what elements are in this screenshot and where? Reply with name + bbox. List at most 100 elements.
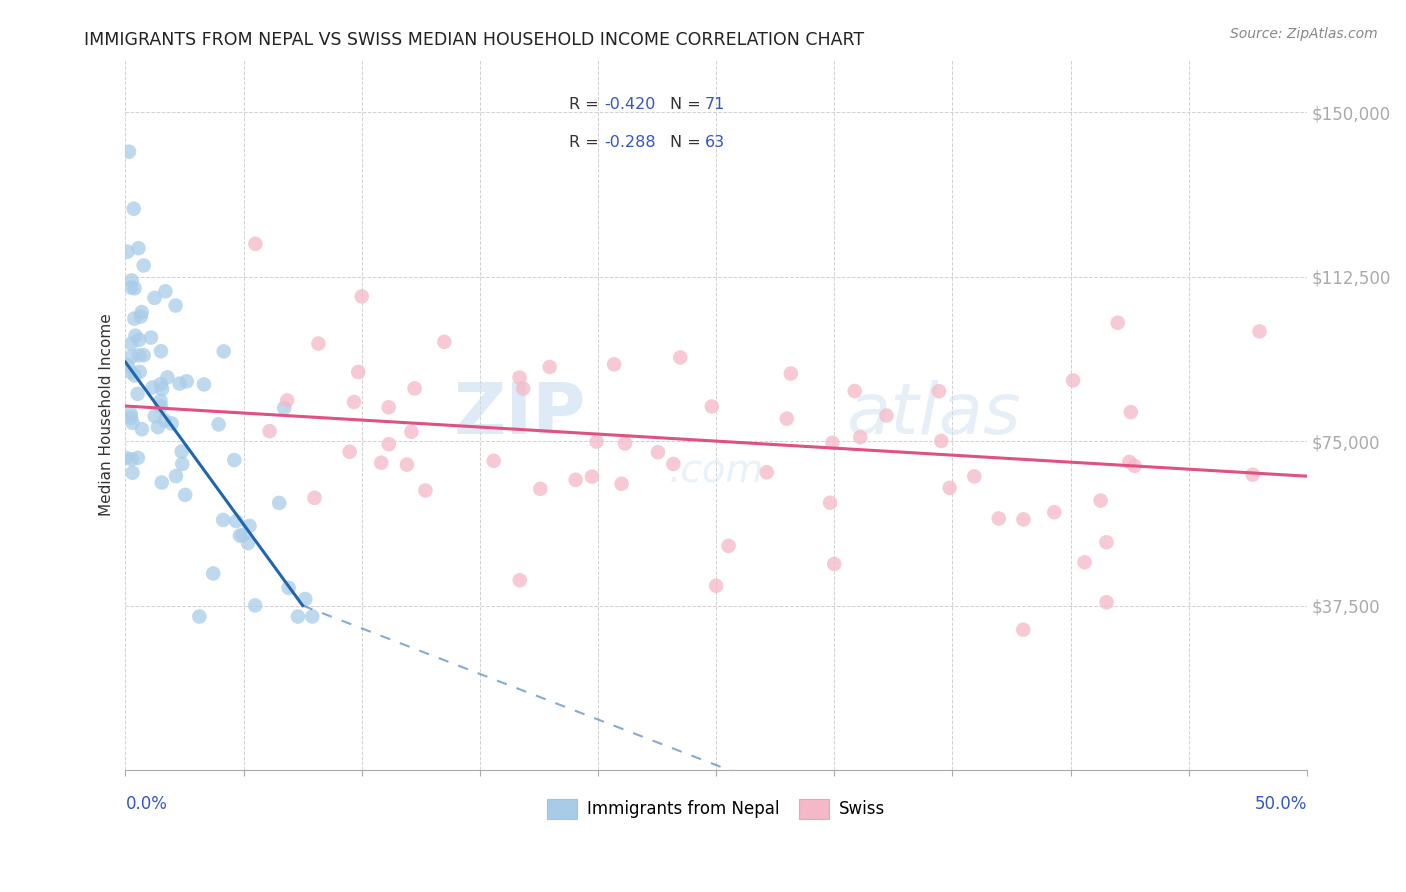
- Point: [415, 483, 437, 498]
- Point: [174, 488, 197, 502]
- Point: [121, 466, 143, 480]
- Point: [304, 491, 326, 505]
- Point: [287, 609, 309, 624]
- Point: [818, 496, 841, 510]
- Point: [610, 476, 633, 491]
- Point: [1118, 455, 1140, 469]
- Point: [212, 344, 235, 359]
- Point: [1090, 493, 1112, 508]
- Text: -0.420: -0.420: [605, 96, 657, 112]
- Point: [928, 384, 950, 399]
- Point: [238, 519, 260, 533]
- Point: [124, 281, 146, 295]
- Point: [1043, 505, 1066, 519]
- Point: [1062, 373, 1084, 387]
- Legend: Immigrants from Nepal, Swiss: Immigrants from Nepal, Swiss: [540, 792, 893, 826]
- Point: [120, 365, 142, 379]
- Point: [156, 370, 179, 384]
- Point: [1073, 555, 1095, 569]
- Point: [124, 368, 146, 383]
- Point: [245, 236, 267, 251]
- Point: [301, 609, 323, 624]
- Point: [273, 401, 295, 415]
- Point: [127, 241, 149, 255]
- Point: [128, 365, 150, 379]
- Point: [117, 358, 139, 372]
- Point: [700, 400, 723, 414]
- Point: [207, 417, 229, 432]
- Point: [823, 557, 845, 571]
- Point: [603, 357, 626, 371]
- Point: [401, 425, 423, 439]
- Point: [931, 434, 953, 448]
- Point: [614, 436, 637, 450]
- Text: N =: N =: [671, 135, 706, 150]
- Point: [131, 422, 153, 436]
- Point: [121, 350, 143, 364]
- Point: [149, 377, 172, 392]
- Point: [294, 592, 316, 607]
- Point: [538, 359, 561, 374]
- Text: 63: 63: [704, 135, 725, 150]
- Point: [1012, 623, 1035, 637]
- Y-axis label: Median Household Income: Median Household Income: [100, 313, 114, 516]
- Point: [339, 444, 361, 458]
- Text: 0.0%: 0.0%: [125, 795, 167, 813]
- Point: [150, 475, 173, 490]
- Point: [704, 579, 727, 593]
- Point: [153, 413, 176, 427]
- Point: [269, 496, 291, 510]
- Point: [1241, 467, 1264, 482]
- Text: ZIP: ZIP: [454, 380, 586, 450]
- Point: [225, 514, 247, 528]
- Point: [581, 469, 603, 483]
- Point: [844, 384, 866, 398]
- Point: [276, 393, 298, 408]
- Point: [236, 536, 259, 550]
- Point: [146, 420, 169, 434]
- Point: [149, 400, 172, 414]
- Point: [564, 473, 586, 487]
- Point: [938, 481, 960, 495]
- Point: [1249, 325, 1271, 339]
- Point: [377, 401, 399, 415]
- Text: atlas: atlas: [846, 380, 1021, 450]
- Point: [117, 244, 139, 259]
- Point: [120, 410, 142, 425]
- Text: .com: .com: [668, 452, 763, 491]
- Point: [132, 259, 155, 273]
- Point: [202, 566, 225, 581]
- Point: [149, 344, 172, 359]
- Point: [821, 435, 844, 450]
- Point: [128, 348, 150, 362]
- Point: [849, 430, 872, 444]
- Point: [124, 328, 146, 343]
- Point: [370, 456, 392, 470]
- Point: [1107, 316, 1129, 330]
- Point: [529, 482, 551, 496]
- Point: [755, 465, 778, 479]
- Point: [143, 291, 166, 305]
- Point: [172, 457, 194, 471]
- Point: [139, 330, 162, 344]
- Point: [404, 381, 426, 395]
- Point: [509, 370, 531, 384]
- Point: [150, 382, 173, 396]
- Point: [121, 273, 143, 287]
- Point: [509, 573, 531, 587]
- Text: -0.288: -0.288: [605, 135, 657, 150]
- Point: [165, 299, 187, 313]
- Point: [875, 409, 897, 423]
- Point: [229, 528, 252, 542]
- Point: [307, 336, 329, 351]
- Point: [482, 454, 505, 468]
- Point: [776, 411, 799, 425]
- Point: [347, 365, 370, 379]
- Text: IMMIGRANTS FROM NEPAL VS SWISS MEDIAN HOUSEHOLD INCOME CORRELATION CHART: IMMIGRANTS FROM NEPAL VS SWISS MEDIAN HO…: [84, 31, 865, 49]
- Point: [433, 334, 456, 349]
- Point: [585, 434, 607, 449]
- Point: [1123, 458, 1146, 473]
- Point: [120, 336, 142, 351]
- Point: [124, 311, 146, 326]
- Point: [512, 382, 534, 396]
